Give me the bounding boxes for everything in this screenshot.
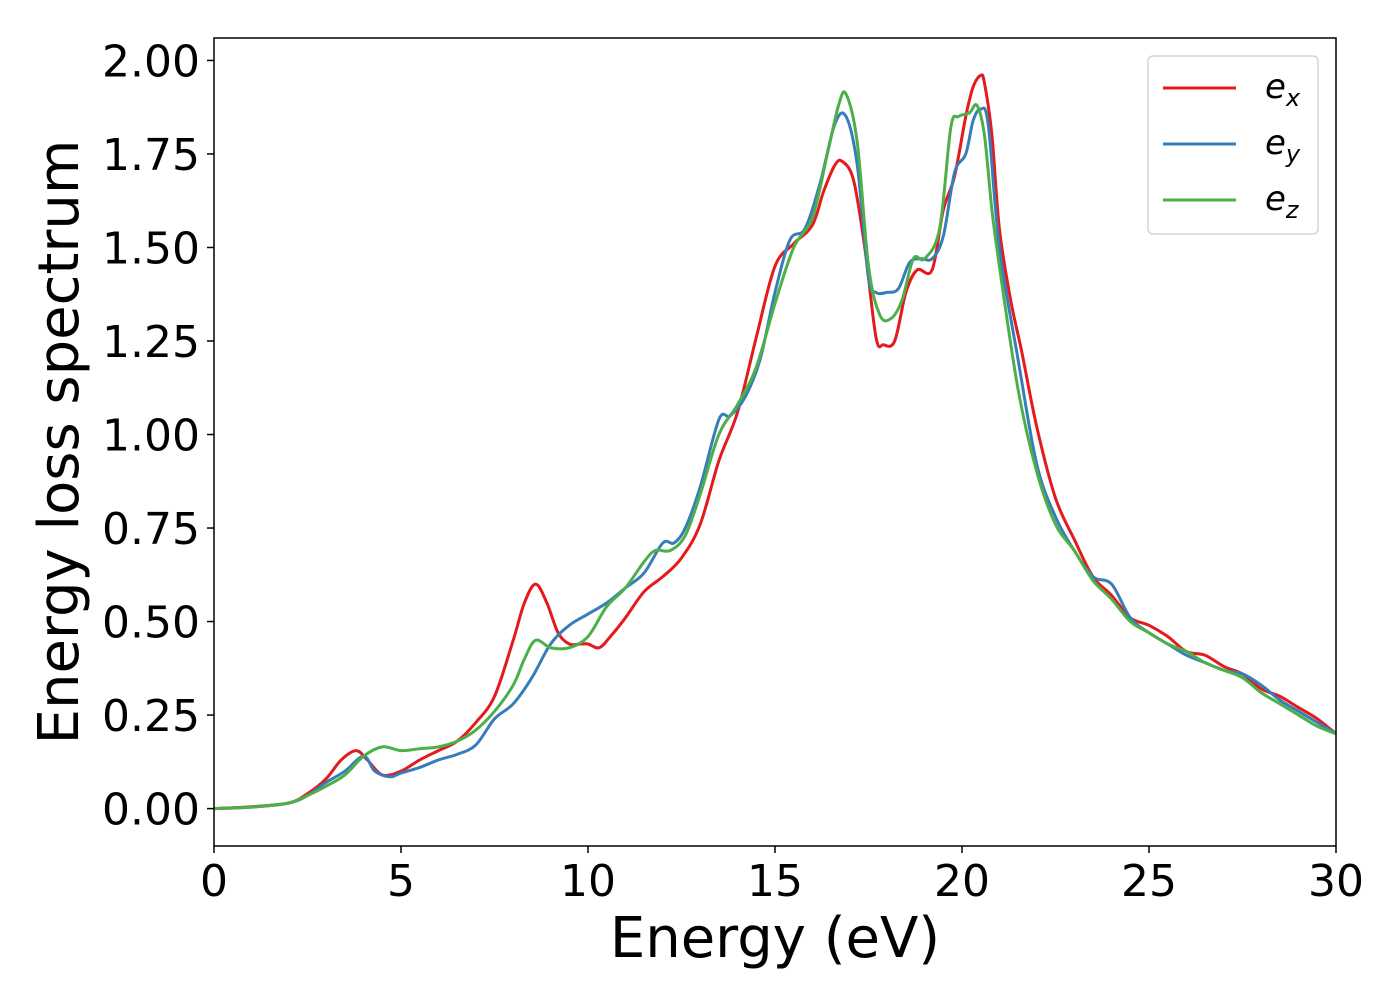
x-tick-label: 20: [934, 856, 990, 907]
x-axis-label: Energy (eV): [610, 906, 940, 971]
legend-label-z: ez: [1265, 179, 1300, 224]
legend-label-y: ey: [1265, 123, 1301, 168]
y-tick-label: 0.75: [102, 504, 200, 555]
x-tick-label: 30: [1308, 856, 1364, 907]
x-tick-label: 10: [560, 856, 616, 907]
x-tick-label: 25: [1121, 856, 1177, 907]
series-line-x: [214, 73, 1336, 811]
y-tick-label: 1.50: [102, 223, 200, 274]
series-line-z: [214, 90, 1336, 811]
y-tick-label: 0.50: [102, 598, 200, 649]
x-tick-label: 0: [200, 856, 228, 907]
legend-label-base: e: [1265, 179, 1286, 219]
legend-label-subscript: y: [1285, 140, 1301, 168]
x-tick-label: 15: [747, 856, 803, 907]
legend-label-base: e: [1265, 123, 1286, 163]
legend-label-subscript: z: [1285, 196, 1300, 224]
y-axis: 0.00 0.25 0.50 0.75 1.00 1.25 1.50 1.75 2.00: [102, 36, 214, 836]
series-layer: [214, 73, 1336, 811]
legend-label-x: ex: [1265, 67, 1301, 112]
y-tick-label: 1.25: [102, 317, 200, 368]
x-tick-label: 5: [387, 856, 415, 907]
legend-label-subscript: x: [1285, 84, 1301, 112]
legend-label-base: e: [1265, 67, 1286, 107]
y-tick-label: 1.75: [102, 130, 200, 181]
x-axis: 0 5 10 15 20 25 30: [200, 846, 1364, 907]
y-axis-label: Energy loss spectrum: [27, 140, 92, 745]
y-tick-label: 0.25: [102, 691, 200, 742]
y-tick-label: 2.00: [102, 36, 200, 87]
y-tick-label: 1.00: [102, 411, 200, 462]
y-tick-label: 0.00: [102, 785, 200, 836]
